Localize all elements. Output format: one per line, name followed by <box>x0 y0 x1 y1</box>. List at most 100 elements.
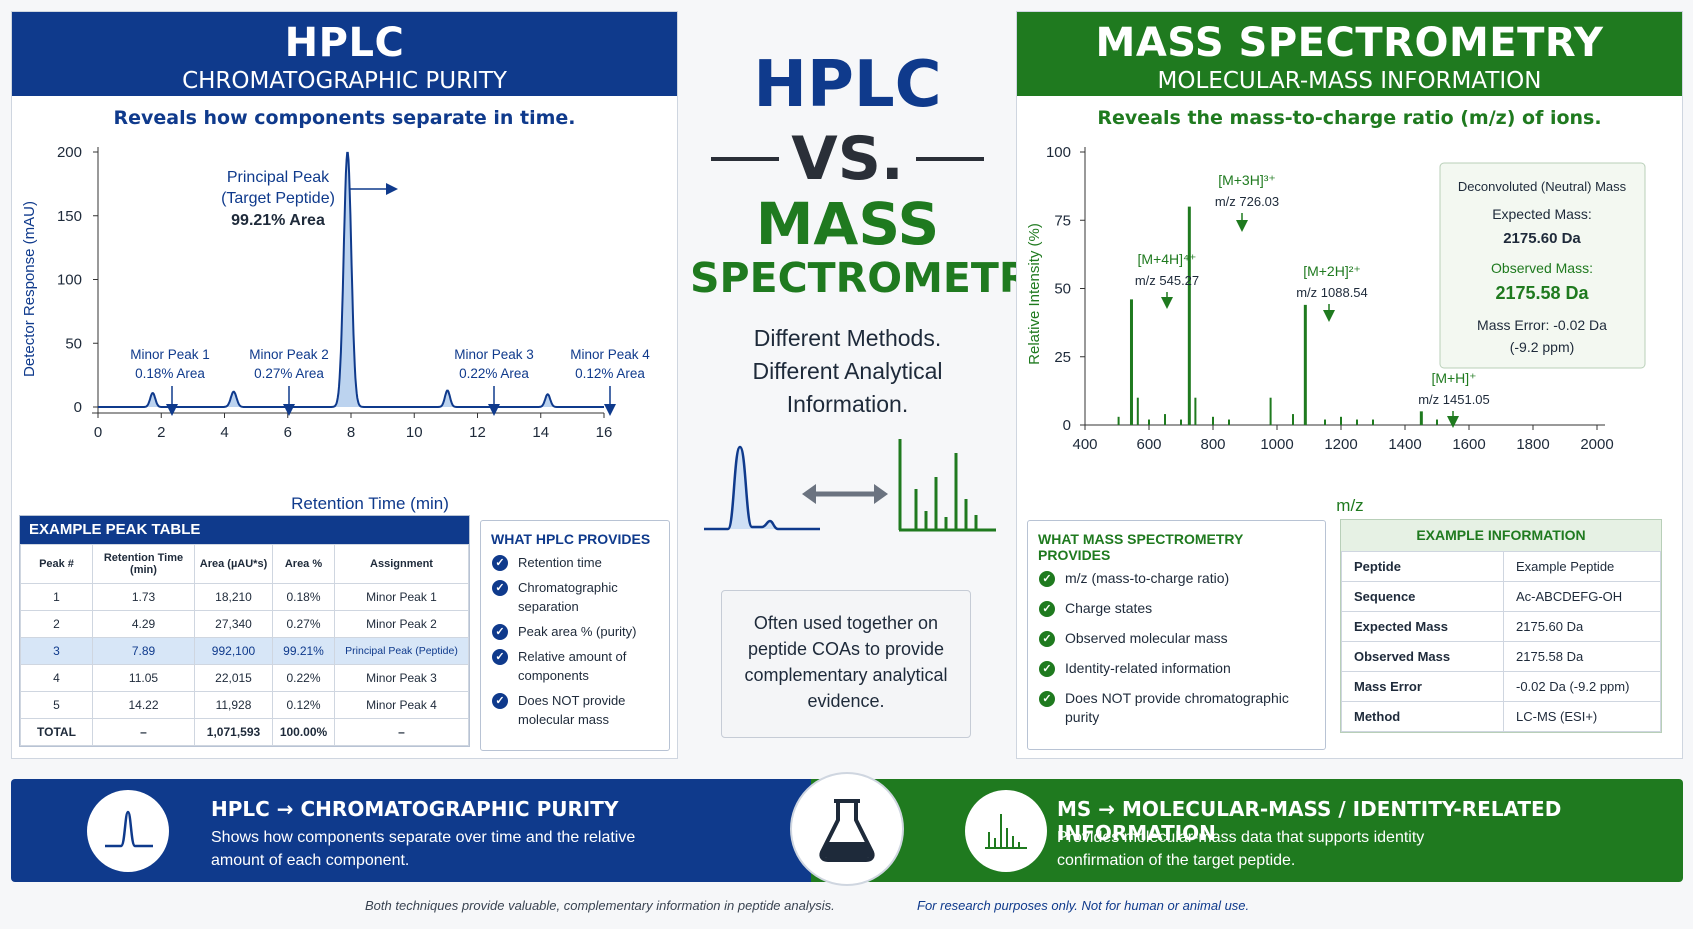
y-tick-label: 0 <box>1063 417 1071 434</box>
hplc-xlabel: Retention Time (min) <box>291 494 449 513</box>
ion-mz: m/z 1451.05 <box>1418 392 1490 407</box>
check-icon: ✓ <box>1039 601 1055 617</box>
y-tick-label: 200 <box>57 144 82 161</box>
minor-peak-label: Minor Peak 4 <box>570 347 650 362</box>
principal-peak-area: 99.21% Area <box>231 212 325 229</box>
ion-label: [M+4H]⁴⁺ <box>1138 251 1197 267</box>
col-area: Area (µAU*s) <box>194 544 273 584</box>
hplc-title: HPLC <box>284 20 405 66</box>
check-icon: ✓ <box>1039 631 1055 647</box>
y-tick-label: 75 <box>1054 212 1071 229</box>
y-tick-label: 100 <box>1046 144 1071 161</box>
hplc-provides-box: WHAT HPLC PROVIDES ✓ Retention time ✓ Chro… <box>480 520 670 751</box>
ion-1h-annot: [M+H]⁺ m/z 1451.05 <box>1418 370 1490 428</box>
hplc-subtitle: CHROMATOGRAPHIC PURITY <box>182 68 507 94</box>
ion-mz: m/z 545.27 <box>1135 273 1199 288</box>
ms-panel: MASS SPECTROMETRY MOLECULAR-MASS INFORMA… <box>1016 11 1683 759</box>
ms-provides-item: ✓ Identity-related information <box>1028 659 1325 678</box>
minor-peak-label: Minor Peak 2 <box>249 347 329 362</box>
table-cell: Minor Peak 4 <box>334 691 469 719</box>
minor-peak-4-annot: Minor Peak 4 0.12% Area <box>570 347 650 416</box>
x-tick-label: 1800 <box>1516 436 1549 453</box>
x-tick-label: 600 <box>1136 436 1161 453</box>
x-tick-label: 10 <box>406 424 423 441</box>
ion-mz: m/z 726.03 <box>1215 194 1279 209</box>
principal-peak-label: Principal Peak <box>227 169 330 186</box>
ms-provides-item: ✓ Does NOT provide chromatographic purity <box>1028 689 1325 727</box>
table-cell: 1,071,593 <box>194 718 273 746</box>
table-cell: 2 <box>20 610 93 638</box>
mass-spectrum: Relative Intensity (%) m/z 0 25 50 75 100 400… <box>1026 144 1646 514</box>
ion-3h-annot: [M+3H]³⁺ m/z 726.03 <box>1215 172 1279 232</box>
hplc-provides-item: ✓ Relative amount of components <box>481 647 669 685</box>
hplc-ylabel: Detector Response (mAU) <box>21 201 38 377</box>
table-cell: 4 <box>20 664 93 692</box>
mass-error: Mass Error: -0.02 Da <box>1477 317 1607 333</box>
info-key: Expected Mass <box>1341 611 1504 642</box>
y-tick-label: 100 <box>57 272 82 289</box>
info-row: Observed Mass 2175.58 Da <box>1341 641 1661 672</box>
info-key: Peptide <box>1341 551 1504 582</box>
x-tick-label: 6 <box>284 424 292 441</box>
info-row: Peptide Example Peptide <box>1341 551 1661 582</box>
info-value: Ac-ABCDEFG-OH <box>1503 581 1661 612</box>
info-row: Sequence Ac-ABCDEFG-OH <box>1341 581 1661 612</box>
info-key: Mass Error <box>1341 671 1504 702</box>
principal-peak-sublabel: (Target Peptide) <box>221 190 335 207</box>
ms-subtitle: MOLECULAR-MASS INFORMATION <box>1157 68 1542 94</box>
table-cell: 1 <box>20 583 93 611</box>
minor-peak-3-annot: Minor Peak 3 0.22% Area <box>454 347 534 416</box>
minor-peak-2-annot: Minor Peak 2 0.27% Area <box>249 347 329 416</box>
observed-label: Observed Mass: <box>1491 260 1593 276</box>
info-row: Method LC-MS (ESI+) <box>1341 701 1661 732</box>
table-cell: TOTAL <box>20 718 93 746</box>
ms-provides-item: ✓ Charge states <box>1028 599 1325 618</box>
hplc-chromatogram: Detector Response (mAU) Retention Time (… <box>21 144 650 513</box>
ms-provides-title: WHAT MASS SPECTROMETRY PROVIDES <box>1038 531 1244 563</box>
hplc-provides-item: ✓ Retention time <box>481 553 669 572</box>
center-hplc-title: HPLC <box>753 48 942 122</box>
x-tick-label: 12 <box>469 424 486 441</box>
info-key: Observed Mass <box>1341 641 1504 672</box>
x-tick-label: 1600 <box>1452 436 1485 453</box>
table-cell: 11,928 <box>194 691 273 719</box>
x-tick-label: 400 <box>1072 436 1097 453</box>
check-icon: ✓ <box>492 555 508 571</box>
x-tick-label: 16 <box>596 424 613 441</box>
table-cell: 22,015 <box>194 664 273 692</box>
x-tick-label: 14 <box>532 424 549 441</box>
chromatogram-line <box>98 151 604 408</box>
hplc-panel: HPLC CHROMATOGRAPHIC PURITY Reveals how … <box>11 11 678 759</box>
y-tick-label: 50 <box>1054 281 1071 298</box>
footer-disclaimer: For research purposes only. Not for huma… <box>917 898 1250 913</box>
hplc-provides-item: ✓ Peak area % (purity) <box>481 622 669 641</box>
center-note: Often used together on peptide COAs to p… <box>721 590 971 738</box>
table-cell: – <box>334 718 469 746</box>
center-mass-title: MASS <box>755 190 940 258</box>
info-value: 2175.60 Da <box>1503 611 1661 642</box>
table-cell: Minor Peak 2 <box>334 610 469 638</box>
col-rt: Retention Time (min) <box>92 544 195 584</box>
table-cell: 5 <box>20 691 93 719</box>
check-icon: ✓ <box>492 624 508 640</box>
table-cell: Principal Peak (Peptide) <box>334 637 469 665</box>
col-areapct: Area % <box>272 544 335 584</box>
chromatogram-icon <box>704 445 820 531</box>
table-cell: Minor Peak 3 <box>334 664 469 692</box>
banner-hplc-icon <box>87 790 169 872</box>
ms-provides-box: WHAT MASS SPECTROMETRY PROVIDES ✓ m/z (ma… <box>1027 520 1326 750</box>
expected-value: 2175.60 Da <box>1503 230 1581 247</box>
center-column: HPLC VS. MASS SPECTROMETRY Different Met… <box>690 11 1058 759</box>
example-info-caption: EXAMPLE INFORMATION <box>1341 520 1661 551</box>
table-cell: Minor Peak 1 <box>334 583 469 611</box>
peak-table-row: 3 7.89 992,100 99.21% Principal Peak (Peptid… <box>20 637 469 665</box>
hplc-provides-title: WHAT HPLC PROVIDES <box>491 531 651 547</box>
table-cell: – <box>92 718 195 746</box>
info-key: Sequence <box>1341 581 1504 612</box>
ms-header: MASS SPECTROMETRY MOLECULAR-MASS INFORMA… <box>1017 12 1682 96</box>
check-icon: ✓ <box>492 580 508 596</box>
observed-value: 2175.58 Da <box>1495 283 1589 303</box>
hplc-provides-item: ✓ Does NOT provide molecular mass <box>481 691 669 729</box>
table-cell: 18,210 <box>194 583 273 611</box>
info-value: Example Peptide <box>1503 551 1661 582</box>
